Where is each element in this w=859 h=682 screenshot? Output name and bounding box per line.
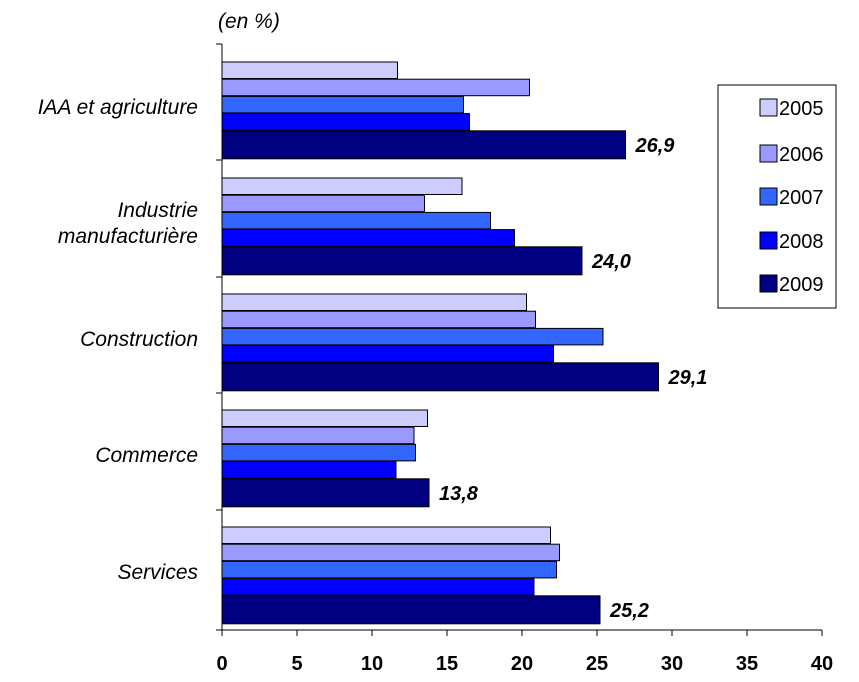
legend-swatch-2008 [759, 231, 778, 250]
bar-2007-2 [221, 327, 604, 346]
x-tick-label: 15 [436, 653, 458, 675]
legend-swatch-2007 [759, 187, 778, 206]
category-label: Commerce [95, 444, 198, 467]
x-tick-label: 40 [811, 653, 833, 675]
bar-2006-3 [221, 426, 415, 445]
bar-2006-2 [221, 310, 536, 329]
bar-2007-4 [221, 560, 557, 579]
bar-2005-4 [221, 526, 551, 544]
bar-2007-1 [221, 211, 491, 230]
bar-2006-1 [221, 194, 425, 213]
bar-2008-0 [221, 113, 470, 131]
x-tick-label: 25 [586, 653, 608, 675]
x-tick-label: 35 [736, 653, 758, 675]
bar-2008-3 [221, 461, 397, 479]
x-tick-label: 30 [661, 653, 683, 675]
bar-2008-4 [221, 578, 535, 596]
legend-swatch-2009 [759, 274, 778, 293]
data-label: 26,9 [635, 135, 676, 157]
x-tick-label: 20 [511, 653, 533, 675]
bar-2009-4 [221, 595, 601, 625]
legend-label-2005: 2005 [779, 98, 824, 120]
legend-label-2009: 2009 [779, 274, 824, 296]
bar-2007-3 [221, 443, 416, 462]
category-label: Construction [80, 328, 198, 351]
legend-label-2007: 2007 [779, 187, 824, 209]
x-tick-label: 0 [216, 653, 227, 675]
legend-swatch-2006 [759, 144, 778, 163]
data-label: 13,8 [439, 483, 479, 505]
category-label: Industrie [117, 199, 198, 222]
bar-2009-0 [221, 130, 626, 160]
legend-swatch-2005 [759, 98, 778, 117]
bar-2007-0 [221, 95, 464, 114]
bar-2009-3 [221, 478, 430, 508]
bar-2009-1 [221, 246, 583, 276]
x-tick-label: 10 [361, 653, 383, 675]
bars-group: 26,9 24,0 29,1 13,8 25,2 [221, 61, 708, 625]
category-label: IAA et agriculture [38, 96, 198, 119]
data-label: 24,0 [591, 251, 631, 273]
unit-label: (en %) [218, 10, 280, 33]
category-label: Services [117, 561, 198, 584]
bar-2005-3 [221, 409, 428, 427]
bar-2006-4 [221, 543, 560, 562]
bar-2006-0 [221, 78, 530, 97]
bar-2005-0 [221, 61, 398, 79]
bar-2005-2 [221, 293, 527, 311]
axes-group: IAA et agriculture Industrie manufacturièr… [38, 43, 833, 675]
legend: 2005 2006 2007 2008 2009 [717, 84, 837, 309]
category-label: manufacturière [58, 225, 198, 248]
data-label: 29,1 [668, 367, 708, 389]
data-label: 25,2 [609, 600, 649, 622]
x-tick-label: 5 [291, 653, 302, 675]
legend-label-2006: 2006 [779, 144, 824, 166]
legend-label-2008: 2008 [779, 231, 824, 253]
bar-2009-2 [221, 362, 659, 392]
bar-2008-2 [221, 345, 554, 363]
bar-2005-1 [221, 177, 463, 195]
bar-2008-1 [221, 229, 515, 247]
